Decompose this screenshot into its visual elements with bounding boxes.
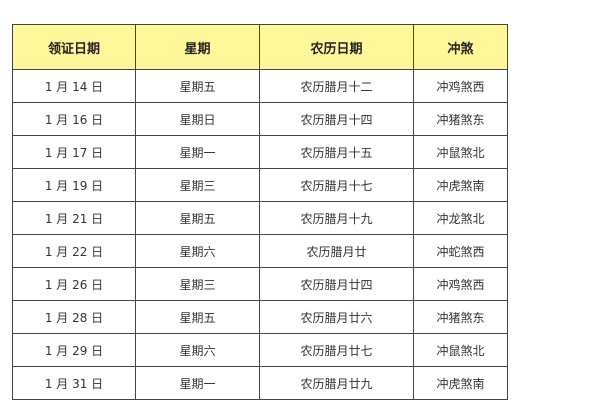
lunar-date-cell: 农历腊月十五: [259, 135, 414, 169]
lunar-date-cell: 农历腊月十二: [259, 69, 414, 103]
lunar-date-cell: 农历腊月廿: [259, 234, 414, 268]
table-row: 1 月 26 日星期三 农历腊月廿四 冲鸡煞西: [12, 267, 508, 301]
chongsha-cell: 冲鸡煞西: [413, 267, 508, 301]
table-row: 1 月 22 日星期六 农历腊月廿 冲蛇煞西: [12, 234, 508, 268]
weekday-cell: 星期日: [135, 102, 260, 136]
chongsha-cell: 冲鼠煞北: [413, 135, 508, 169]
weekday-cell: 星期六: [135, 333, 260, 367]
table-row: 1 月 28 日星期五 农历腊月廿六 冲猪煞东: [12, 300, 508, 334]
weekday-cell: 星期五: [135, 69, 260, 103]
lunar-date-cell: 农历腊月十四: [259, 102, 414, 136]
date-cell: 1 月 26 日: [12, 267, 136, 301]
date-cell: 1 月 22 日: [12, 234, 136, 268]
header-row: 领证日期 星期 农历日期 冲煞: [12, 24, 508, 70]
chongsha-cell: 冲龙煞北: [413, 201, 508, 235]
chongsha-cell: 冲蛇煞西: [413, 234, 508, 268]
header-weekday: 星期: [135, 24, 260, 70]
date-cell: 1 月 17 日: [12, 135, 136, 169]
table-row: 1 月 21 日星期五 农历腊月十九 冲龙煞北: [12, 201, 508, 235]
weekday-cell: 星期一: [135, 135, 260, 169]
weekday-cell: 星期三: [135, 267, 260, 301]
table-row: 1 月 29 日星期六 农历腊月廿七 冲鼠煞北: [12, 333, 508, 367]
chongsha-cell: 冲猪煞东: [413, 300, 508, 334]
date-cell: 1 月 28 日: [12, 300, 136, 334]
wedding-dates-table: 领证日期 星期 农历日期 冲煞 1 月 14 日星期五 农历腊月十二 冲鸡煞西 1 月…: [12, 24, 508, 400]
chongsha-cell: 冲虎煞南: [413, 168, 508, 202]
date-cell: 1 月 14 日: [12, 69, 136, 103]
lunar-date-cell: 农历腊月廿九: [259, 366, 414, 400]
table-row: 1 月 16 日星期日 农历腊月十四 冲猪煞东: [12, 102, 508, 136]
table-row: 1 月 19 日星期三 农历腊月十七 冲虎煞南: [12, 168, 508, 202]
weekday-cell: 星期三: [135, 168, 260, 202]
date-cell: 1 月 31 日: [12, 366, 136, 400]
weekday-cell: 星期五: [135, 300, 260, 334]
table-row: 1 月 14 日星期五 农历腊月十二 冲鸡煞西: [12, 69, 508, 103]
weekday-cell: 星期一: [135, 366, 260, 400]
header-lunar-date: 农历日期: [259, 24, 414, 70]
weekday-cell: 星期六: [135, 234, 260, 268]
lunar-date-cell: 农历腊月廿六: [259, 300, 414, 334]
chongsha-cell: 冲猪煞东: [413, 102, 508, 136]
date-cell: 1 月 29 日: [12, 333, 136, 367]
lunar-date-cell: 农历腊月十九: [259, 201, 414, 235]
chongsha-cell: 冲虎煞南: [413, 366, 508, 400]
weekday-cell: 星期五: [135, 201, 260, 235]
date-cell: 1 月 16 日: [12, 102, 136, 136]
table-row: 1 月 17 日星期一 农历腊月十五 冲鼠煞北: [12, 135, 508, 169]
header-date: 领证日期: [12, 24, 136, 70]
date-cell: 1 月 21 日: [12, 201, 136, 235]
header-chongsha: 冲煞: [413, 24, 508, 70]
date-cell: 1 月 19 日: [12, 168, 136, 202]
lunar-date-cell: 农历腊月廿四: [259, 267, 414, 301]
chongsha-cell: 冲鼠煞北: [413, 333, 508, 367]
lunar-date-cell: 农历腊月廿七: [259, 333, 414, 367]
chongsha-cell: 冲鸡煞西: [413, 69, 508, 103]
table-row: 1 月 31 日星期一 农历腊月廿九 冲虎煞南: [12, 366, 508, 400]
lunar-date-cell: 农历腊月十七: [259, 168, 414, 202]
